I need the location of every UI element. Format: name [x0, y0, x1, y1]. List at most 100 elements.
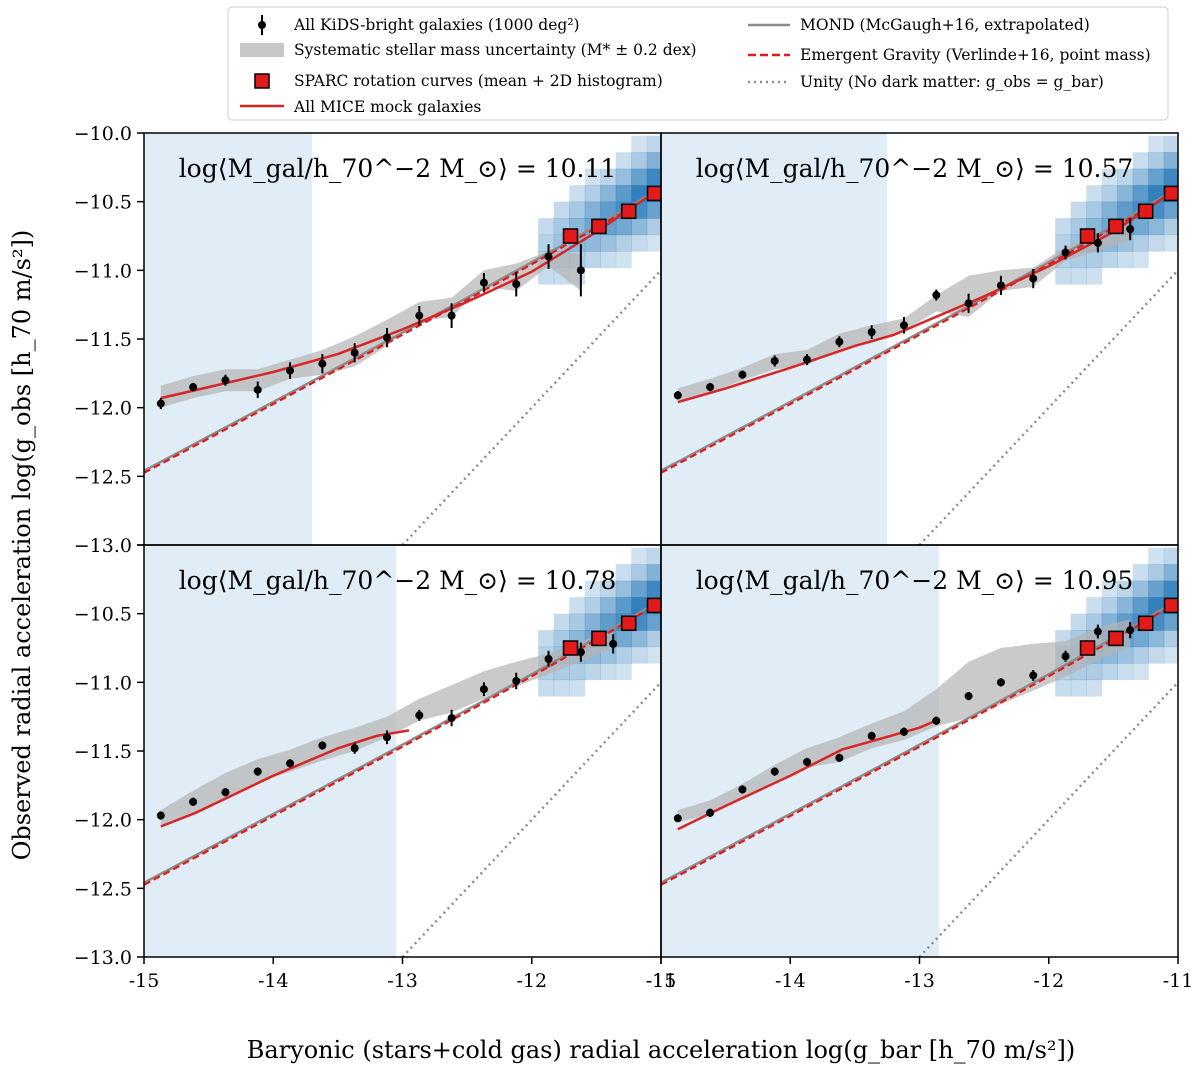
histogram-cell [584, 597, 601, 615]
histogram-cell [1132, 564, 1149, 582]
legend-sparc-label: SPARC rotation curves (mean + 2D histogr… [294, 72, 663, 90]
histogram-cell [1148, 218, 1165, 236]
histogram-cell [1086, 663, 1103, 681]
histogram-cell [1101, 597, 1118, 615]
kids-point [286, 366, 295, 375]
kids-point [738, 785, 747, 794]
kids-point [1126, 626, 1135, 635]
histogram-cell [615, 630, 632, 648]
sparc-point [646, 185, 661, 202]
histogram-cell [1163, 135, 1178, 153]
histogram-cell [1132, 185, 1149, 203]
histogram-cell [600, 201, 617, 219]
kids-point [673, 391, 682, 400]
histogram-cell [1148, 135, 1165, 153]
x-tick-label: -14 [258, 970, 289, 992]
kids-point [512, 676, 521, 685]
kids-point [253, 385, 262, 394]
x-tick-label: -13 [387, 970, 418, 992]
histogram-cell [1132, 580, 1149, 598]
mice-line [160, 186, 661, 400]
x-axis-title: Baryonic (stars+cold gas) radial acceler… [247, 1036, 1076, 1064]
histogram-cell [1086, 267, 1103, 285]
y-tick-label: −11.5 [74, 329, 132, 351]
y-tick-label: −11.5 [74, 741, 132, 763]
kids-point [1061, 652, 1070, 661]
histogram-cell [1086, 251, 1103, 269]
panel-mass-label: log⟨M_gal/h_70^−2 M_⊙⟩ = 10.57 [696, 154, 1134, 183]
kids-point [350, 348, 359, 357]
kids-point [189, 797, 198, 806]
kids-point [221, 376, 230, 385]
kids-point [415, 711, 424, 720]
histogram-cell [1117, 201, 1134, 219]
histogram-cell [584, 251, 601, 269]
histogram-cell [600, 251, 617, 269]
sparc-point [1079, 228, 1096, 244]
histogram-cell [646, 646, 661, 664]
sparc-point [620, 203, 637, 220]
kids-point [1029, 671, 1038, 680]
x-tick-label: -14 [775, 970, 806, 992]
histogram-cell [1148, 630, 1165, 648]
histogram-cell [1070, 613, 1087, 631]
histogram-cell [1117, 597, 1134, 615]
panel-0-plot-area [144, 133, 661, 545]
legend-band-swatch [240, 43, 284, 57]
panel-bottom-left: log⟨M_gal/h_70^−2 M_⊙⟩ = 10.78 [144, 545, 661, 957]
histogram-cell [1101, 168, 1118, 186]
x-tick-label: -12 [1033, 970, 1064, 992]
legend-frame [227, 6, 1169, 121]
kids-point [318, 741, 327, 750]
legend-kids-marker [258, 21, 266, 29]
sparc-point [620, 615, 637, 632]
legend-eg-label: Emergent Gravity (Verlinde+16, point mas… [800, 46, 1151, 64]
histogram-cell [584, 234, 601, 252]
sparc-point [1163, 185, 1178, 202]
histogram-cell [1163, 613, 1178, 631]
histogram-cell [1132, 218, 1149, 236]
legend-entry-mice: All MICE mock galaxies [240, 98, 481, 116]
kids-point [253, 767, 262, 776]
histogram-cell [1055, 218, 1072, 236]
histogram-cell [615, 218, 632, 236]
panel-1-plot-area [661, 133, 1178, 545]
panel-bottom-right: log⟨M_gal/h_70^−2 M_⊙⟩ = 10.95 [661, 545, 1178, 957]
panel-3-plot-area [661, 545, 1178, 957]
histogram-cell [1163, 168, 1178, 186]
x-tick-label: -11 [1163, 970, 1194, 992]
histogram-cell [615, 663, 632, 681]
histogram-cell [1070, 201, 1087, 219]
histogram-cell [584, 613, 601, 631]
kids-point [512, 280, 521, 289]
histogram-cell [646, 234, 661, 252]
sparc-point [1137, 203, 1154, 220]
histogram-cell [569, 663, 586, 681]
kids-point [899, 727, 908, 736]
histogram-cell [1163, 201, 1178, 219]
histogram-cell [1117, 663, 1134, 681]
histogram-cell [1117, 168, 1134, 186]
histogram-cell [553, 201, 570, 219]
histogram-cell [600, 597, 617, 615]
panel-mass-label: log⟨M_gal/h_70^−2 M_⊙⟩ = 10.95 [696, 566, 1134, 595]
x-tick-label: -12 [516, 970, 547, 992]
histogram-cell [569, 597, 586, 615]
systematic-band [160, 630, 614, 827]
kids-point [706, 383, 715, 392]
kids-point [350, 744, 359, 753]
histogram-cell [538, 679, 555, 697]
legend: All KiDS-bright galaxies (1000 deg²) Sys… [227, 6, 1169, 121]
histogram-cell [646, 152, 661, 170]
kids-point [738, 370, 747, 379]
histogram-cell [631, 218, 648, 236]
kids-point [1093, 238, 1102, 247]
kids-point [899, 321, 908, 330]
histogram-cell [1117, 251, 1134, 269]
histogram-cell [1101, 663, 1118, 681]
x-tick-label: -15 [129, 970, 160, 992]
kids-point [447, 311, 456, 320]
sparc-point [591, 218, 607, 235]
histogram-cell [1163, 547, 1178, 565]
